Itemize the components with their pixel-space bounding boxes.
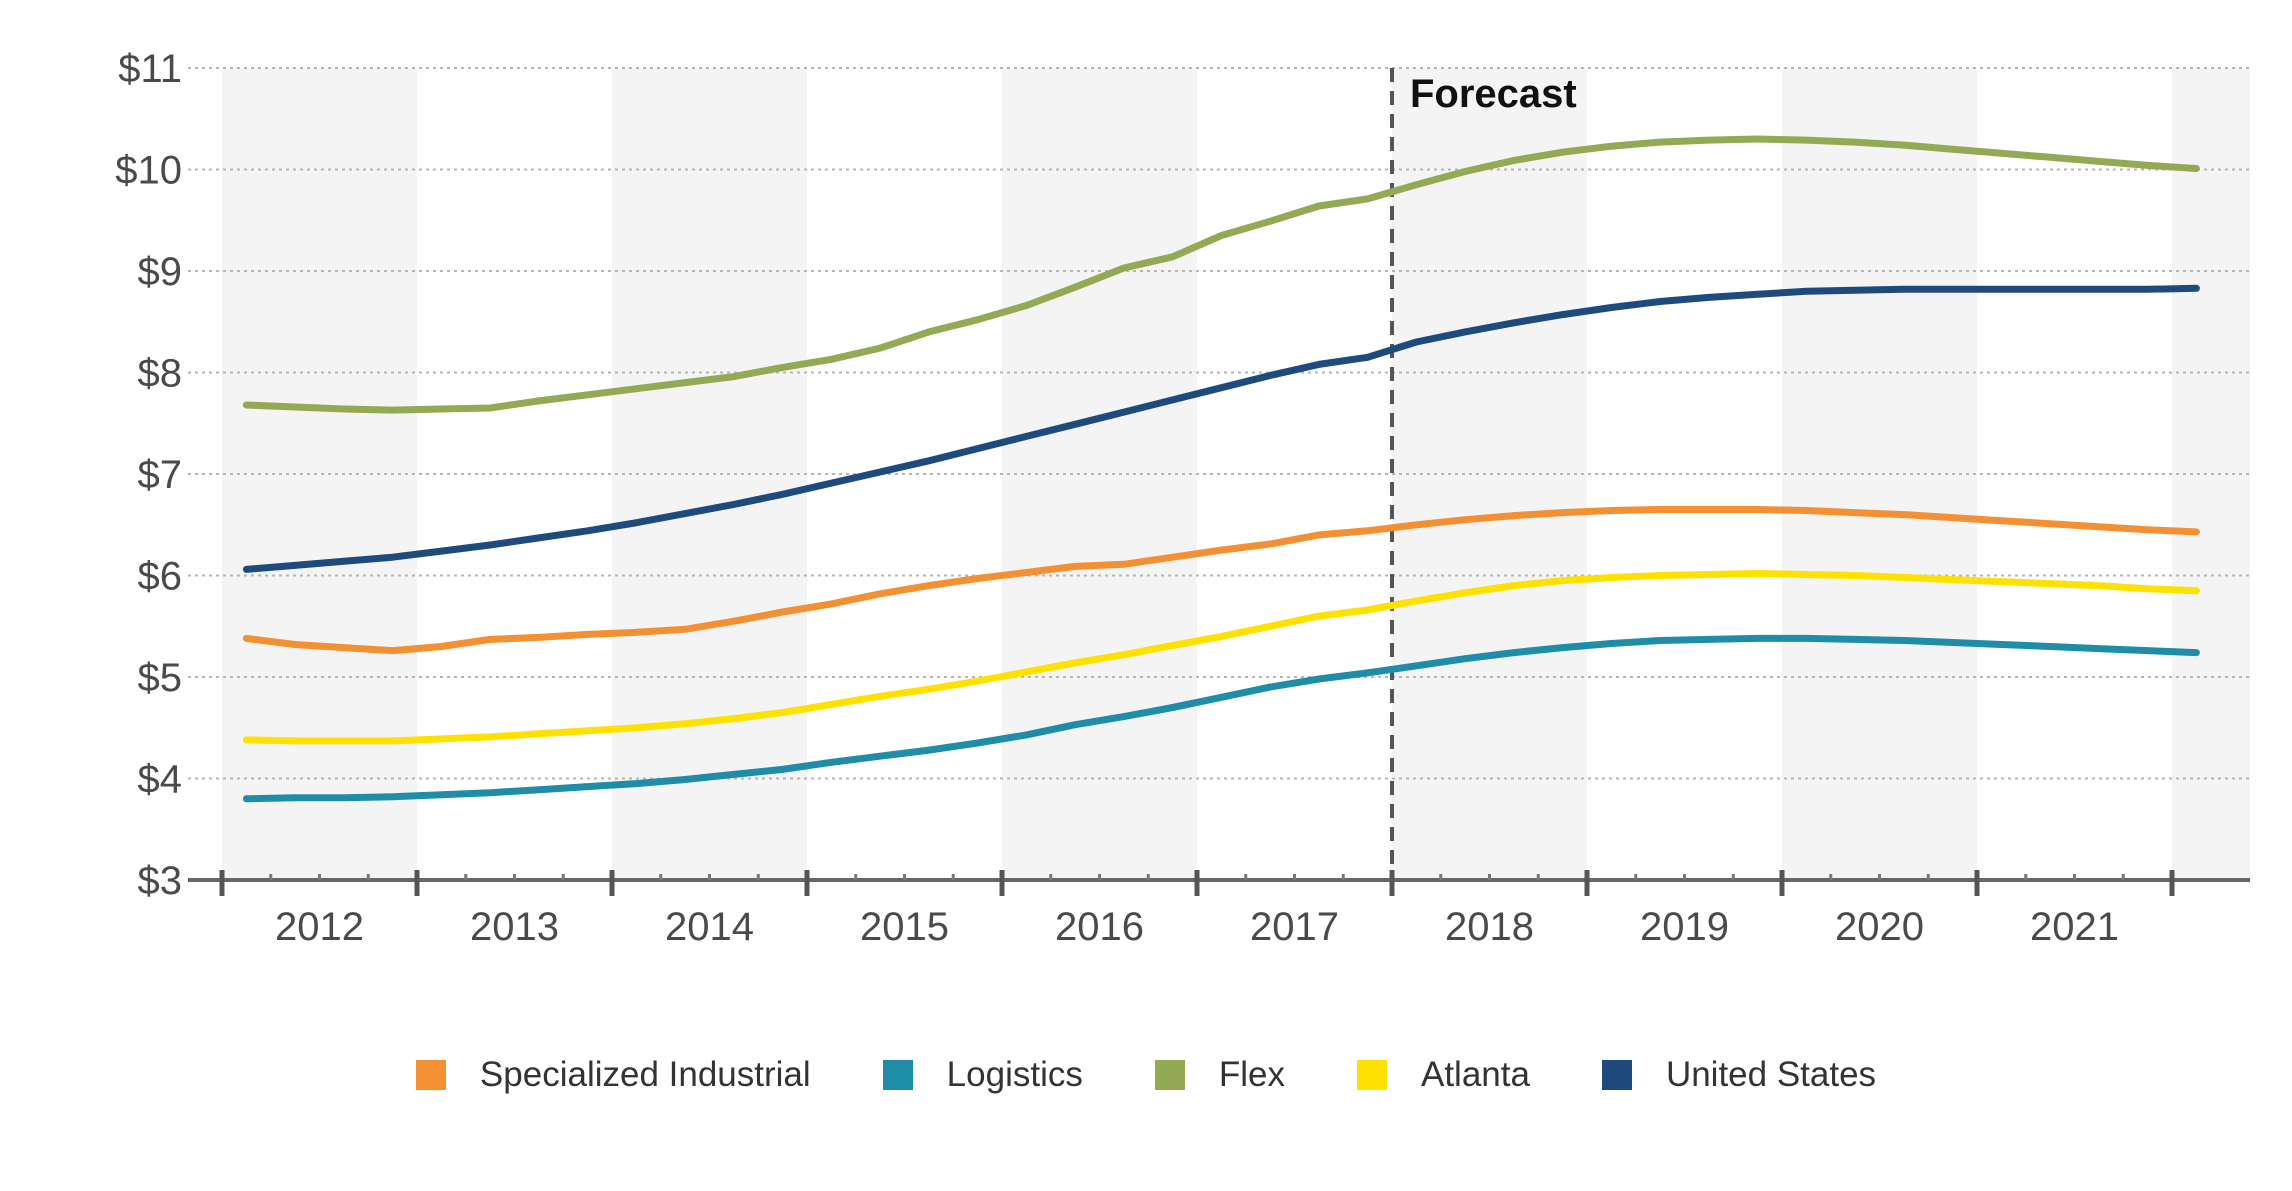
legend-swatch — [1356, 1060, 1387, 1090]
legend-label: Specialized Industrial — [479, 1055, 811, 1094]
series-lines — [242, 135, 2200, 803]
x-tick-label: 2020 — [1835, 905, 1924, 949]
y-tick-label: $6 — [138, 555, 183, 599]
y-axis-tick-labels: $3 $4 $5 $6 $7 $8 $9 $10 $11 — [115, 47, 182, 903]
x-tick-label: 2019 — [1640, 905, 1729, 949]
series-line-logistics — [242, 634, 2200, 803]
y-tick-label: $8 — [138, 352, 183, 396]
y-tick-label: $7 — [138, 453, 183, 497]
legend-label: Flex — [1218, 1055, 1285, 1094]
x-tick-label: 2021 — [2030, 905, 2119, 949]
x-tick-label: 2017 — [1250, 905, 1339, 949]
x-tick-label: 2018 — [1445, 905, 1534, 949]
forecast-label: Forecast — [1410, 72, 1577, 116]
x-tick-label: 2013 — [470, 905, 559, 949]
y-tick-label: $4 — [138, 758, 183, 802]
y-tick-label: $10 — [115, 149, 182, 193]
x-tick-label: 2012 — [275, 905, 364, 949]
series-line-flex — [242, 135, 2200, 414]
legend-item-specialized-industrial: Specialized Industrial — [415, 1055, 811, 1095]
legend-label: United States — [1665, 1055, 1877, 1094]
legend-swatch — [1154, 1060, 1185, 1090]
x-tick-label: 2016 — [1055, 905, 1144, 949]
legend-item-flex: Flex — [1154, 1055, 1285, 1095]
legend-swatch — [1601, 1060, 1632, 1090]
x-tick-label: 2015 — [860, 905, 949, 949]
x-tick-label: 2014 — [665, 905, 754, 949]
legend-label: Atlanta — [1420, 1055, 1530, 1094]
legend-item-atlanta: Atlanta — [1356, 1055, 1530, 1095]
legend-swatch — [415, 1060, 446, 1090]
legend-item-united-states: United States — [1601, 1055, 1877, 1095]
gridlines — [188, 67, 2250, 780]
legend-label: Logistics — [946, 1055, 1083, 1094]
y-tick-label: $5 — [138, 656, 183, 700]
y-tick-label: $9 — [138, 250, 183, 294]
legend: Specialized Industrial Logistics Flex Atlan… — [0, 1055, 2292, 1095]
legend-item-logistics: Logistics — [882, 1055, 1083, 1095]
series-line-atlanta — [242, 570, 2200, 745]
y-tick-label: $3 — [138, 859, 183, 903]
y-tick-label: $11 — [118, 47, 182, 91]
x-axis: 2012 2013 2014 2015 2016 2017 2018 2019 2020 2021 — [188, 870, 2250, 949]
series-line-specialized-industrial — [242, 506, 2200, 655]
series-line-united-states — [242, 284, 2200, 573]
legend-swatch — [882, 1060, 913, 1090]
forecast-marker: Forecast — [1390, 68, 1577, 880]
